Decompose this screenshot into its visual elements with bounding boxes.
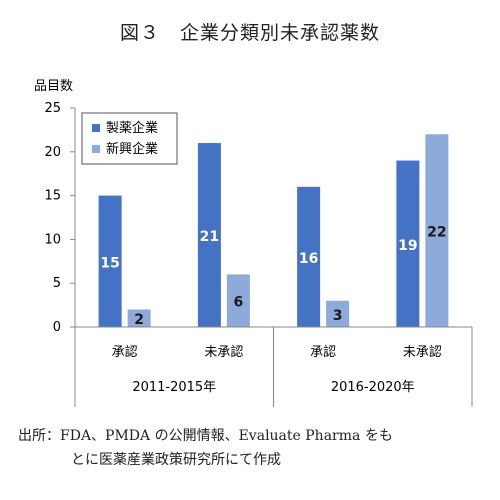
group-label: 2016-2020年: [331, 380, 415, 395]
legend: 製薬企業 新興企業: [81, 112, 178, 165]
data-labels: 15 2 21 6 16 3 19 22: [100, 225, 446, 329]
bar-1-3: [425, 134, 449, 327]
x-tick-label: 承認: [112, 344, 138, 360]
legend-box: [81, 112, 178, 165]
bar-0-2: [297, 186, 321, 327]
y-axis-label: 品目数: [34, 79, 73, 94]
data-label: 19: [398, 238, 417, 254]
y-tick-label: 5: [53, 276, 61, 291]
chart-title: 図３ 企業分類別未承認薬数: [119, 22, 380, 44]
bar-1-0: [127, 309, 151, 327]
source-line-1: 出所：FDA、PMDA の公開情報、Evaluate Pharma をも: [18, 428, 393, 444]
data-label: 6: [234, 295, 244, 311]
bars: [98, 134, 449, 327]
data-label: 21: [200, 229, 219, 245]
legend-label-0: 製薬企業: [106, 120, 158, 136]
bar-0-3: [396, 160, 420, 327]
legend-swatch-1: [92, 145, 100, 153]
source-line-2: とに医薬産業政策研究所にて作成: [71, 452, 281, 468]
bar-chart: 品目数 0 5 10 15 20 25 15 2 21 6 16 3 19 22 承認 未承認 承認 未承認 2…: [34, 79, 473, 407]
source-note: 出所：FDA、PMDA の公開情報、Evaluate Pharma をも とに医…: [18, 424, 488, 472]
y-tick-label: 15: [44, 189, 61, 204]
x-tick-label: 未承認: [204, 344, 243, 360]
x-tick-label: 承認: [310, 344, 336, 360]
bar-0-1: [197, 143, 221, 327]
y-tick-label: 20: [44, 145, 61, 160]
legend-swatch-0: [92, 124, 100, 132]
data-label: 16: [299, 251, 318, 267]
bar-1-1: [226, 274, 250, 327]
y-axis-ticks: 0 5 10 15 20 25: [44, 101, 75, 335]
y-tick-label: 25: [44, 101, 61, 116]
group-label: 2011-2015年: [132, 380, 216, 395]
data-label: 2: [134, 312, 144, 328]
y-tick-label: 0: [53, 320, 61, 335]
bar-0-0: [98, 195, 122, 327]
data-label: 22: [427, 225, 446, 241]
legend-label-1: 新興企業: [106, 141, 158, 157]
data-label: 15: [100, 255, 119, 271]
y-tick-label: 10: [44, 232, 61, 247]
x-tick-label: 未承認: [403, 344, 442, 360]
data-label: 3: [333, 308, 343, 324]
bar-1-2: [326, 300, 350, 327]
x-axis-labels: 承認 未承認 承認 未承認 2011-2015年 2016-2020年: [74, 327, 473, 407]
